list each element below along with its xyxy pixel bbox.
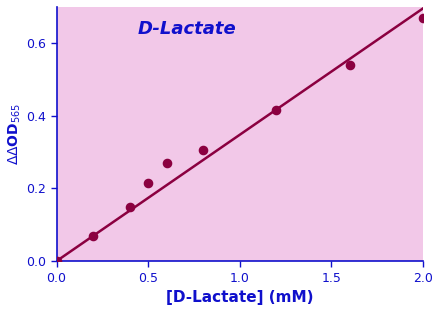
Point [90, 233, 97, 238]
Point [346, 62, 353, 67]
Y-axis label: $\Delta\Delta$OD$_{565}$: $\Delta\Delta$OD$_{565}$ [7, 103, 23, 165]
Point [420, 15, 427, 20]
Point [145, 181, 152, 186]
Point [163, 161, 170, 166]
Point [126, 204, 133, 209]
Text: D-Lactate: D-Lactate [137, 20, 236, 38]
Point [200, 148, 207, 153]
Point [273, 108, 280, 113]
X-axis label: [D-Lactate] (mM): [D-Lactate] (mM) [166, 290, 314, 305]
Point [53, 259, 60, 264]
